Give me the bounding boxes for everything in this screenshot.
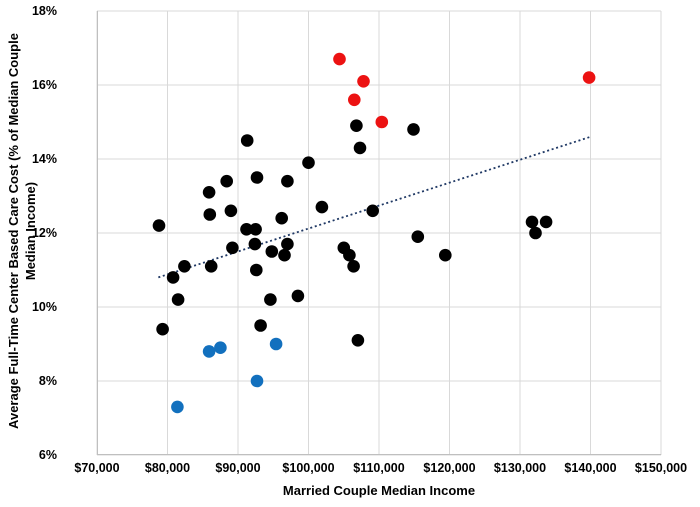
data-point-black — [178, 260, 191, 273]
data-point-black — [539, 215, 553, 229]
data-point-black — [525, 215, 539, 229]
data-point-blue — [171, 400, 184, 414]
data-point-black — [291, 289, 305, 303]
data-point-red — [582, 71, 596, 84]
data-point-red — [375, 115, 389, 129]
y-tick-label: 8% — [38, 374, 57, 388]
data-point-black — [315, 200, 329, 214]
data-point-black — [249, 223, 262, 236]
data-point-black — [202, 186, 216, 199]
y-tick-label: 12% — [31, 226, 57, 240]
y-tick-label: 14% — [31, 152, 57, 166]
data-point-black — [203, 208, 217, 221]
scatter-svg — [96, 10, 662, 456]
data-point-black — [407, 123, 420, 136]
x-tick-label: $110,000 — [353, 461, 405, 475]
data-point-red — [348, 93, 361, 107]
data-point-black — [171, 293, 185, 306]
y-tick-label: 10% — [31, 300, 57, 314]
x-axis-title: Married Couple Median Income — [282, 483, 476, 498]
y-tick-label: 6% — [38, 448, 57, 462]
data-point-red — [333, 52, 346, 66]
data-point-black — [343, 248, 356, 262]
data-point-black — [281, 174, 294, 188]
x-tick-label: $150,000 — [634, 461, 688, 475]
data-point-black — [353, 141, 367, 155]
data-point-black — [248, 237, 262, 251]
data-point-black — [278, 248, 291, 262]
data-point-black — [220, 174, 233, 188]
data-point-black — [302, 156, 315, 169]
data-point-black — [204, 260, 218, 273]
data-point-black — [351, 334, 365, 347]
data-point-blue — [202, 345, 216, 358]
plot-area — [96, 10, 662, 456]
data-point-black — [166, 271, 180, 284]
data-point-black — [152, 219, 166, 232]
data-point-black — [226, 241, 239, 255]
data-point-black — [411, 230, 425, 243]
data-point-black — [439, 248, 452, 262]
data-point-blue — [214, 341, 227, 355]
x-tick-label: $100,000 — [282, 461, 335, 475]
data-point-red — [357, 75, 370, 88]
data-point-black — [275, 211, 288, 225]
data-point-black — [529, 226, 542, 240]
data-point-black — [281, 237, 294, 251]
data-point-blue — [250, 374, 264, 388]
data-point-black — [240, 134, 254, 147]
data-point-blue — [269, 337, 283, 351]
x-tick-label: $70,000 — [74, 461, 120, 475]
x-tick-label: $90,000 — [215, 461, 261, 475]
data-point-black — [265, 245, 279, 258]
data-point-black — [240, 223, 253, 236]
y-tick-label: 18% — [31, 4, 57, 18]
data-point-black — [224, 204, 238, 218]
data-point-black — [254, 319, 267, 332]
data-point-black — [250, 171, 264, 184]
data-point-black — [264, 293, 277, 306]
data-point-black — [347, 260, 360, 273]
x-tick-label: $80,000 — [144, 461, 191, 475]
data-point-black — [156, 322, 169, 336]
y-tick-label: 16% — [31, 78, 57, 92]
x-tick-label: $120,000 — [423, 461, 476, 475]
data-point-black — [250, 263, 263, 277]
x-tick-label: $140,000 — [564, 461, 617, 475]
x-tick-label: $130,000 — [493, 461, 547, 475]
data-point-black — [366, 204, 380, 218]
data-point-black — [350, 119, 363, 132]
